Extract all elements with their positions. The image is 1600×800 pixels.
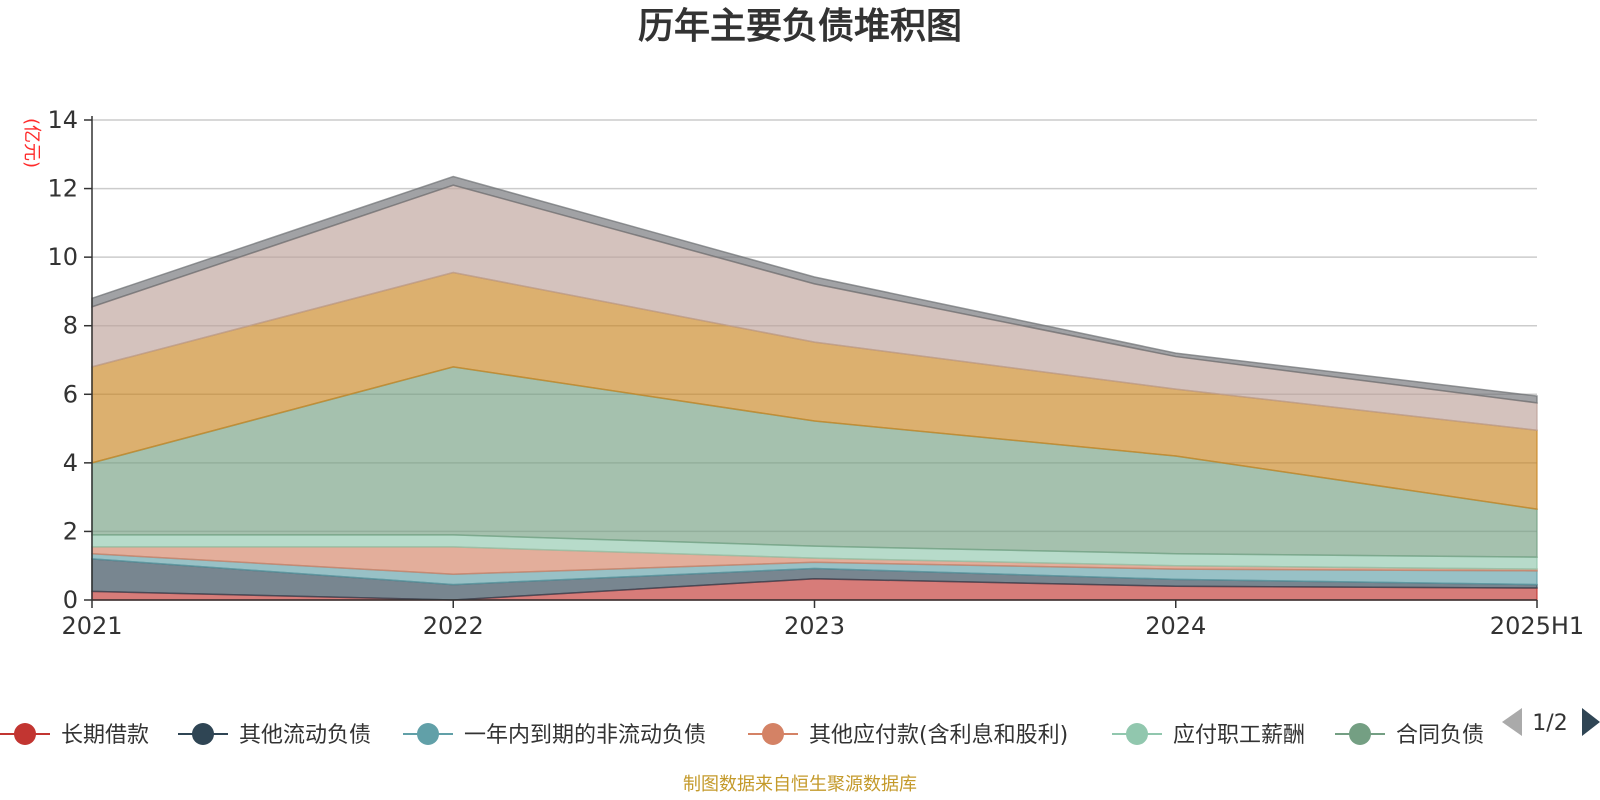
data-source-note: 制图数据来自恒生聚源数据库 (683, 774, 917, 795)
legend-page-indicator: 1/2 (1532, 711, 1567, 736)
axes: 0 2 4 6 8 10 12 14 2021 2022 2023 2024 2025H1 (47, 106, 1584, 640)
legend-pager: 1/2 (1502, 708, 1600, 736)
legend-label: 合同负债 (1396, 723, 1484, 748)
y-axis-unit-label: (亿元) (21, 118, 42, 168)
legend-label: 其他应付款(含利息和股利) (809, 723, 1068, 748)
x-tick-label: 2022 (423, 612, 484, 640)
legend-circle-icon (1349, 723, 1371, 745)
legend-circle-icon (14, 723, 36, 745)
x-tick-label: 2024 (1145, 612, 1206, 640)
y-tick-label: 10 (47, 243, 78, 271)
y-tick-label: 2 (63, 517, 78, 545)
legend-label: 其他流动负债 (239, 723, 371, 748)
x-tick-label: 2021 (61, 612, 122, 640)
y-tick-label: 14 (47, 106, 78, 134)
area-series (91, 175, 1538, 601)
y-tick-label: 4 (63, 449, 78, 477)
legend-label: 应付职工薪酬 (1173, 723, 1305, 748)
legend-item[interactable]: 应付职工薪酬 (1112, 723, 1305, 748)
legend-item[interactable]: 其他流动负债 (178, 723, 371, 748)
legend-item[interactable]: 其他应付款(含利息和股利) (748, 723, 1068, 748)
y-tick-label: 8 (63, 312, 78, 340)
legend-item[interactable]: 一年内到期的非流动负债 (403, 723, 706, 748)
legend: 长期借款 其他流动负债 一年内到期的非流动负债 其他应付款(含利息和股利) 应付职工薪酬… (0, 723, 1484, 748)
legend-label: 一年内到期的非流动负债 (464, 723, 706, 748)
y-tick-label: 0 (63, 586, 78, 614)
x-tick-label: 2023 (784, 612, 845, 640)
area-series-8 (91, 175, 1538, 404)
legend-circle-icon (417, 723, 439, 745)
legend-circle-icon (762, 723, 784, 745)
x-tick-label: 2025H1 (1490, 612, 1584, 640)
legend-circle-icon (1126, 723, 1148, 745)
legend-item[interactable]: 合同负债 (1335, 723, 1484, 748)
y-tick-label: 12 (47, 175, 78, 203)
legend-label: 长期借款 (61, 723, 149, 748)
y-tick-label: 6 (63, 380, 78, 408)
legend-next-arrow-icon[interactable] (1582, 708, 1600, 736)
chart-title: 历年主要负债堆积图 (638, 6, 962, 47)
legend-item[interactable]: 长期借款 (0, 723, 149, 748)
legend-circle-icon (192, 723, 214, 745)
legend-prev-arrow-icon[interactable] (1502, 708, 1522, 736)
